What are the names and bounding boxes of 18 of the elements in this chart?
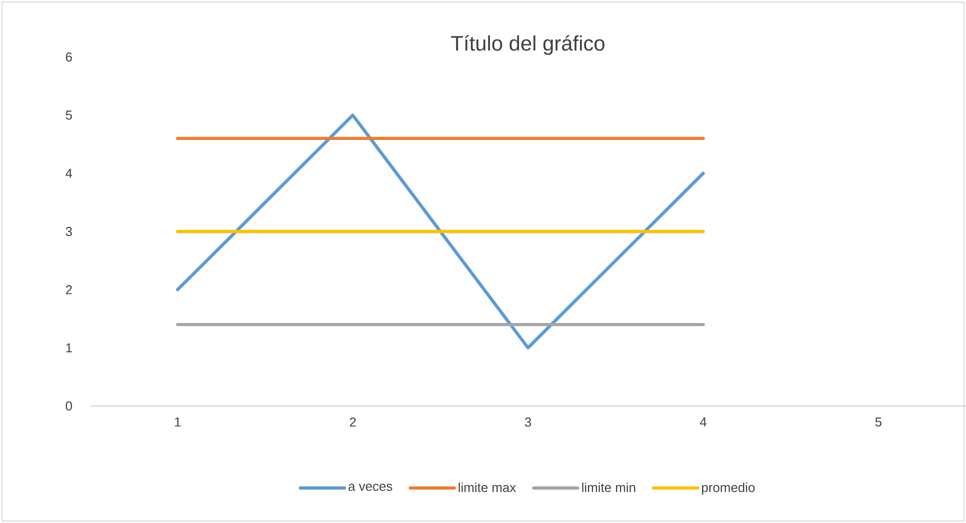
y-tick-label: 3 (66, 226, 72, 236)
legend-label: promedio (702, 482, 755, 495)
y-tick-label: 6 (66, 52, 72, 62)
x-tick-label: 3 (524, 418, 532, 427)
legend-label: limite min (582, 482, 636, 492)
line-series (176, 114, 705, 350)
legend-label: a veces (348, 484, 392, 491)
y-tick-label: 5 (66, 110, 72, 120)
y-tick-label: 2 (66, 285, 72, 294)
x-tick-label: 1 (174, 418, 181, 426)
chart-title: Título del gráfico (451, 35, 604, 55)
y-tick-label: 4 (66, 168, 72, 178)
legend-label: limite max (458, 482, 516, 492)
y-tick-label: 1 (66, 343, 72, 352)
x-tick-label: 5 (875, 418, 882, 427)
x-tick-label: 2 (350, 418, 356, 427)
x-tick-label: 4 (700, 418, 706, 426)
y-tick-label: 0 (66, 401, 72, 411)
